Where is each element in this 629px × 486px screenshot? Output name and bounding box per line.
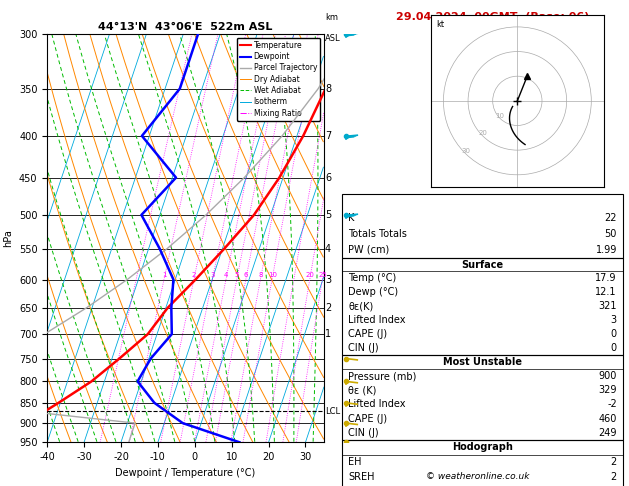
Text: LCL: LCL: [325, 407, 340, 416]
X-axis label: Dewpoint / Temperature (°C): Dewpoint / Temperature (°C): [116, 468, 255, 478]
Text: 20: 20: [479, 130, 487, 137]
Text: 30: 30: [461, 148, 470, 154]
Text: Hodograph: Hodograph: [452, 442, 513, 452]
Text: 5: 5: [325, 210, 331, 220]
Text: CIN (J): CIN (J): [348, 343, 379, 353]
Text: 321: 321: [598, 301, 617, 311]
Text: θε (K): θε (K): [348, 385, 377, 395]
Text: 10: 10: [268, 272, 277, 278]
Text: EH: EH: [348, 457, 362, 468]
Text: Most Unstable: Most Unstable: [443, 357, 522, 367]
Text: θε(K): θε(K): [348, 301, 374, 311]
Text: 2: 2: [192, 272, 196, 278]
Text: 10: 10: [496, 113, 504, 119]
Text: 1: 1: [325, 329, 331, 339]
Text: 6: 6: [244, 272, 248, 278]
Text: 4: 4: [224, 272, 228, 278]
Text: K: K: [348, 213, 355, 223]
Text: 25: 25: [318, 272, 327, 278]
Text: 2: 2: [611, 457, 617, 468]
Text: Lifted Index: Lifted Index: [348, 399, 406, 409]
Text: 3: 3: [210, 272, 215, 278]
Text: 29.04.2024  00GMT  (Base: 06): 29.04.2024 00GMT (Base: 06): [396, 12, 590, 22]
Text: 22: 22: [604, 213, 617, 223]
Text: Temp (°C): Temp (°C): [348, 274, 396, 283]
Text: Pressure (mb): Pressure (mb): [348, 371, 416, 381]
Text: 329: 329: [598, 385, 617, 395]
Text: SREH: SREH: [348, 472, 375, 483]
Text: 17.9: 17.9: [596, 274, 617, 283]
Text: 4: 4: [325, 243, 331, 254]
Text: -2: -2: [607, 399, 617, 409]
Text: 6: 6: [325, 173, 331, 183]
Text: 12.1: 12.1: [596, 287, 617, 297]
Text: 1: 1: [162, 272, 167, 278]
Text: 460: 460: [599, 414, 617, 424]
Text: 8: 8: [259, 272, 263, 278]
Text: 3: 3: [611, 315, 617, 325]
Text: 2: 2: [325, 303, 331, 313]
Text: PW (cm): PW (cm): [348, 244, 389, 255]
Text: Totals Totals: Totals Totals: [348, 229, 407, 239]
Text: 0: 0: [611, 329, 617, 339]
Legend: Temperature, Dewpoint, Parcel Trajectory, Dry Adiabat, Wet Adiabat, Isotherm, Mi: Temperature, Dewpoint, Parcel Trajectory…: [237, 38, 320, 121]
Text: CIN (J): CIN (J): [348, 428, 379, 438]
Text: 5: 5: [235, 272, 239, 278]
Text: 900: 900: [599, 371, 617, 381]
Text: Lifted Index: Lifted Index: [348, 315, 406, 325]
Text: CAPE (J): CAPE (J): [348, 329, 387, 339]
Text: ASL: ASL: [325, 34, 341, 43]
Text: 20: 20: [306, 272, 314, 278]
Text: 3: 3: [325, 275, 331, 284]
Text: 7: 7: [325, 131, 331, 141]
Text: Surface: Surface: [462, 260, 504, 270]
Text: 50: 50: [604, 229, 617, 239]
Y-axis label: hPa: hPa: [3, 229, 13, 247]
Text: 2: 2: [611, 472, 617, 483]
Text: CAPE (J): CAPE (J): [348, 414, 387, 424]
Text: km: km: [325, 13, 338, 22]
Text: 0: 0: [611, 343, 617, 353]
Text: 1.99: 1.99: [596, 244, 617, 255]
Text: 249: 249: [598, 428, 617, 438]
Title: 44°13'N  43°06'E  522m ASL: 44°13'N 43°06'E 522m ASL: [98, 22, 273, 32]
Text: © weatheronline.co.uk: © weatheronline.co.uk: [426, 472, 530, 481]
Text: kt: kt: [436, 19, 444, 29]
Text: 8: 8: [325, 84, 331, 94]
Text: Dewp (°C): Dewp (°C): [348, 287, 398, 297]
